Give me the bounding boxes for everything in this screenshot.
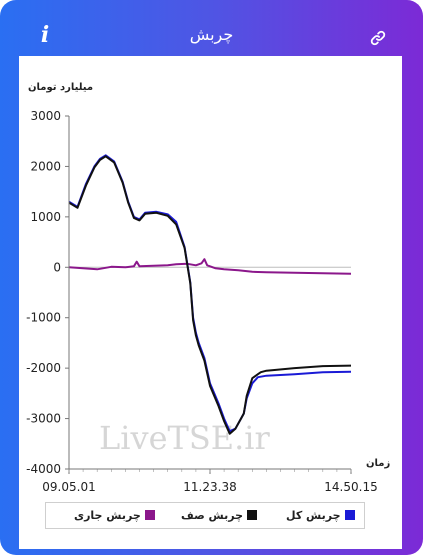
- legend-swatch-total: [344, 510, 355, 520]
- legend-item-queue[interactable]: چربش صف: [181, 507, 258, 523]
- y-tick-label: 3000: [30, 109, 61, 123]
- info-icon[interactable]: i: [40, 22, 50, 48]
- legend-label-current: چربش جاری: [74, 508, 141, 522]
- page-title: چربش: [189, 25, 234, 44]
- x-axis-title: زمان: [366, 458, 391, 469]
- y-tick-label: -2000: [26, 361, 61, 375]
- link-icon[interactable]: [369, 29, 387, 47]
- y-tick-label: 0: [53, 260, 61, 274]
- legend-item-total[interactable]: چربش کل: [286, 507, 355, 523]
- legend-swatch-current: [144, 510, 155, 520]
- x-tick-label: 11.23.38: [183, 480, 236, 494]
- title-bar: i چربش: [0, 0, 423, 56]
- watermark: LiveTSE.ir: [99, 419, 271, 457]
- chart-panel: -4000 -3000 -2000 -1000 0 1000 2000 3000 09.05.…: [19, 56, 402, 549]
- chart: -4000 -3000 -2000 -1000 0 1000 2000 3000 09.05.…: [26, 109, 378, 494]
- y-tick-label: 1000: [30, 210, 61, 224]
- legend-label-total: چربش کل: [286, 508, 341, 522]
- legend-item-current[interactable]: چربش جاری: [74, 507, 155, 523]
- series-line-2: [68, 258, 352, 275]
- y-tick-label: -3000: [26, 412, 61, 426]
- y-tick-label: -4000: [26, 462, 61, 476]
- legend: چربش کل چربش صف چربش جاری: [45, 502, 365, 529]
- series-line-1: [68, 155, 352, 435]
- y-axis-title: میلیارد تومان: [28, 82, 94, 93]
- y-tick-label: -1000: [26, 311, 61, 325]
- legend-label-queue: چربش صف: [181, 508, 244, 522]
- y-tick-label: 2000: [30, 159, 61, 173]
- x-tick-label: 14.50.15: [324, 480, 377, 494]
- x-tick-label: 09.05.01: [42, 480, 95, 494]
- legend-swatch-queue: [247, 510, 258, 520]
- series-line-0: [68, 154, 352, 433]
